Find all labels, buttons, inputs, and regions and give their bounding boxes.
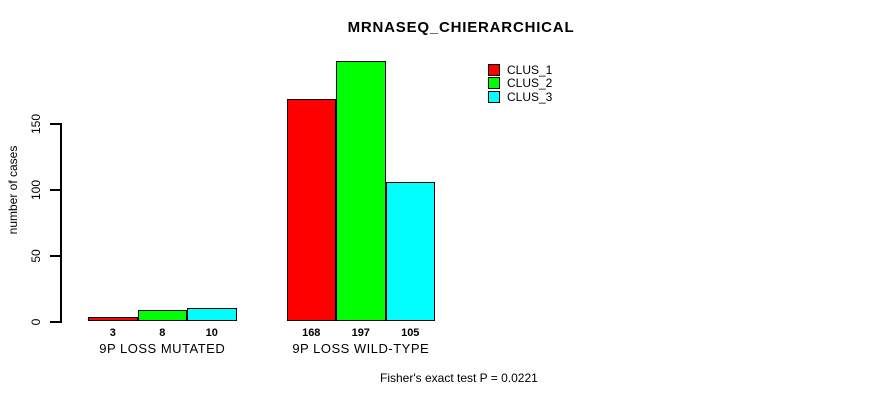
bar-value-label: 3 [109,327,116,339]
y-tick-label: 150 [29,113,43,135]
y-tick-label: 100 [29,179,43,201]
y-tick [50,255,60,257]
bar-value-label: 105 [401,327,420,339]
bar-value-label: 168 [302,327,321,339]
bar-clus_3-9p-loss-wild-type [385,182,435,321]
legend-swatch-icon [488,77,500,90]
footnote-pvalue: Fisher's exact test P = 0.0221 [380,371,538,385]
bar-value-label: 10 [205,327,218,339]
chart-title: MRNASEQ_CHIERARCHICAL [347,19,575,36]
y-tick-label: 0 [29,318,43,326]
y-axis-title: number of cases [6,145,20,235]
bar-clus_1-9p-loss-wild-type [286,99,336,321]
legend-label: CLUS_3 [507,89,553,104]
legend-item-clus_3: CLUS_3 [488,90,552,104]
legend: CLUS_1 CLUS_2 CLUS_3 [488,63,552,104]
bar-clus_1-9p-loss-mutated [88,317,138,321]
legend-label: CLUS_2 [507,76,553,91]
y-axis-line [60,123,62,323]
bar-value-label: 8 [159,327,166,339]
bar-value-label: 197 [351,327,370,339]
bar-clus_2-9p-loss-mutated [137,310,187,321]
legend-swatch-icon [488,63,500,76]
bar-clus_2-9p-loss-wild-type [336,60,386,321]
category-label: 9P LOSS WILD-TYPE [292,341,430,356]
y-tick-label: 50 [29,249,43,263]
y-tick [50,189,60,191]
legend-label: CLUS_1 [507,62,553,77]
y-tick [50,321,60,323]
legend-item-clus_1: CLUS_1 [488,63,552,77]
legend-swatch-icon [488,90,500,103]
category-label: 9P LOSS MUTATED [99,341,226,356]
bar-clus_3-9p-loss-mutated [187,307,237,321]
y-tick [50,123,60,125]
legend-item-clus_2: CLUS_2 [488,76,553,91]
